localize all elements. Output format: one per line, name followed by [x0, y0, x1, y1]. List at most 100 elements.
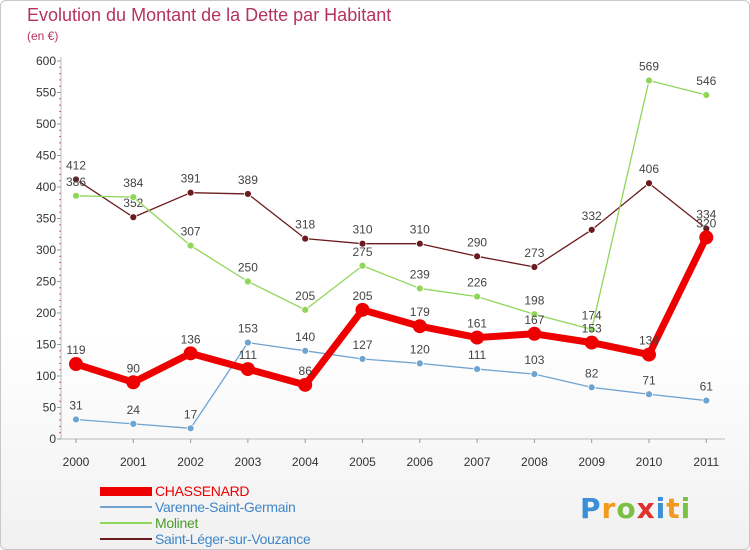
y-tick-label: 300	[36, 243, 56, 257]
data-point	[642, 347, 656, 362]
data-label: 174	[582, 308, 602, 322]
data-label: 111	[468, 348, 487, 362]
data-point	[699, 230, 714, 245]
data-label: 17	[184, 407, 198, 421]
y-tick-label: 500	[36, 117, 56, 131]
data-point	[530, 263, 539, 271]
data-label: 226	[467, 276, 487, 290]
data-point	[530, 310, 539, 319]
y-tick-label: 550	[36, 86, 56, 100]
data-point	[72, 415, 80, 424]
data-point	[415, 359, 424, 368]
data-point	[129, 213, 138, 222]
data-label: 412	[66, 158, 86, 172]
data-label: 205	[295, 289, 315, 303]
logo-letter: P	[580, 492, 602, 525]
data-point	[645, 390, 653, 399]
data-label: 546	[696, 74, 716, 88]
y-tick-label: 400	[36, 180, 56, 194]
x-tick-label: 2009	[578, 455, 605, 469]
data-point	[243, 190, 252, 198]
data-point	[358, 355, 367, 363]
data-label: 352	[123, 196, 143, 210]
data-label: 153	[238, 322, 258, 336]
data-point	[186, 241, 195, 250]
data-point	[527, 326, 542, 341]
data-label: 134	[639, 334, 659, 348]
y-tick-label: 0	[49, 432, 56, 446]
data-label: 318	[295, 218, 315, 232]
data-label: 391	[181, 172, 201, 186]
data-point	[298, 377, 313, 392]
data-label: 307	[181, 225, 201, 239]
data-point	[470, 330, 485, 345]
data-label: 389	[238, 173, 258, 187]
logo-letter: o	[616, 492, 637, 525]
legend-label: Varenne-Saint-Germain	[155, 499, 296, 515]
data-label: 275	[352, 245, 372, 259]
data-point	[530, 370, 539, 379]
x-tick-label: 2001	[120, 455, 147, 469]
data-label: 119	[66, 343, 85, 357]
data-point	[587, 225, 596, 234]
data-label: 31	[69, 398, 83, 412]
data-point	[243, 338, 252, 347]
data-label: 179	[410, 305, 430, 319]
y-tick-label: 600	[36, 54, 56, 68]
data-point	[587, 325, 596, 334]
legend-label: CHASSENARD	[155, 483, 250, 499]
data-point	[72, 191, 80, 200]
data-point	[645, 179, 653, 188]
data-point	[645, 76, 653, 85]
x-tick-label: 2000	[63, 455, 90, 469]
y-tick-label: 250	[36, 275, 56, 289]
data-label: 127	[352, 338, 372, 352]
data-point	[584, 335, 599, 350]
data-point	[183, 346, 198, 361]
data-point	[129, 419, 138, 428]
data-label: 290	[467, 235, 487, 249]
data-point	[301, 346, 310, 355]
legend-swatch	[100, 522, 152, 524]
logo-letter: i	[655, 492, 667, 525]
data-label: 310	[352, 223, 372, 237]
y-tick-label: 50	[43, 401, 57, 415]
data-point	[240, 362, 255, 377]
data-label: 320	[696, 216, 716, 230]
legend-label: Saint-Léger-sur-Vouzance	[155, 531, 311, 547]
data-label: 406	[639, 162, 659, 176]
data-point	[702, 91, 711, 99]
data-label: 153	[582, 322, 602, 336]
logo-letter: t	[666, 492, 681, 525]
data-point	[301, 305, 310, 314]
data-label: 120	[410, 342, 430, 356]
data-point	[702, 396, 711, 405]
x-tick-label: 2006	[406, 455, 433, 469]
data-point	[126, 375, 141, 390]
data-point	[358, 239, 367, 248]
data-label: 90	[127, 361, 141, 375]
legend-swatch	[100, 506, 152, 508]
data-label: 384	[123, 176, 143, 190]
data-point	[186, 424, 195, 433]
legend-swatch	[100, 487, 152, 496]
x-tick-label: 2011	[693, 455, 719, 469]
y-tick-label: 100	[36, 369, 56, 383]
x-tick-label: 2007	[464, 455, 491, 469]
logo-letter: x	[636, 492, 656, 525]
data-point	[186, 188, 195, 197]
series-line	[75, 79, 707, 331]
data-label: 239	[410, 267, 430, 281]
data-label: 103	[524, 353, 544, 367]
data-label: 24	[127, 403, 141, 417]
data-point	[415, 284, 424, 293]
data-point	[243, 277, 252, 286]
series-line	[75, 178, 707, 268]
chart-title: Evolution du Montant de la Dette par Hab…	[27, 5, 392, 25]
data-point	[473, 365, 482, 373]
data-label: 334	[696, 208, 716, 222]
data-label: 61	[700, 380, 714, 394]
data-label: 86	[299, 364, 313, 378]
data-point	[301, 234, 310, 243]
